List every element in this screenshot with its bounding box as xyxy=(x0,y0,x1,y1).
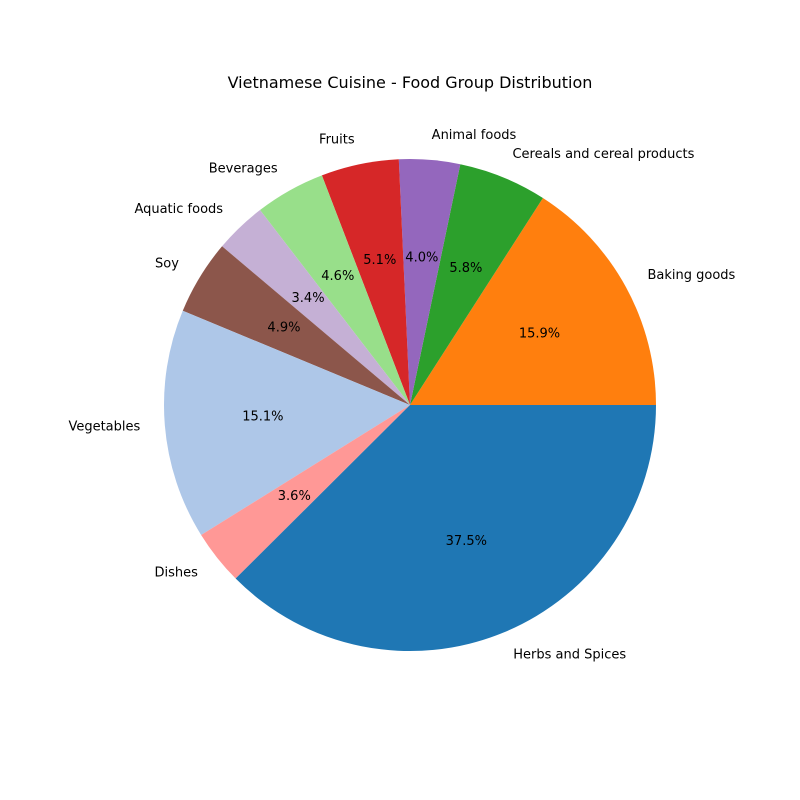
pie-slice-beverages xyxy=(260,175,410,405)
slice-label-soy: Soy xyxy=(155,257,179,272)
pct-label-beverages: 4.6% xyxy=(321,269,354,284)
slice-label-dishes: Dishes xyxy=(154,566,198,581)
slice-label-baking-goods: Baking goods xyxy=(647,268,735,283)
slice-label-vegetables: Vegetables xyxy=(68,420,140,435)
slice-labels: Baking goods 15.9% Cereals and cereal prod… xyxy=(68,128,735,663)
pie-slice-soy xyxy=(182,246,410,405)
pie-slice-herbs-and-spices xyxy=(235,405,656,652)
pct-label-cereals-and-cereal-products: 5.8% xyxy=(449,261,482,276)
slice-label-aquatic-foods: Aquatic foods xyxy=(134,202,223,217)
slice-label-herbs-and-spices: Herbs and Spices xyxy=(513,648,626,663)
slice-label-animal-foods: Animal foods xyxy=(432,128,517,143)
pct-label-dishes: 3.6% xyxy=(278,489,311,504)
pie-slice-fruits xyxy=(321,159,410,405)
pct-label-vegetables: 15.1% xyxy=(242,410,283,425)
slice-label-beverages: Beverages xyxy=(209,161,278,176)
pie-slice-baking-goods xyxy=(410,197,656,405)
chart-title: Vietnamese Cuisine - Food Group Distribu… xyxy=(228,73,593,92)
pct-label-baking-goods: 15.9% xyxy=(519,327,560,342)
slice-label-fruits: Fruits xyxy=(319,133,355,148)
pie-slice-cereals-and-cereal-products xyxy=(410,164,543,405)
pct-label-soy: 4.9% xyxy=(267,321,300,336)
pct-label-aquatic-foods: 3.4% xyxy=(292,291,325,306)
pct-label-herbs-and-spices: 37.5% xyxy=(446,534,487,549)
pct-label-animal-foods: 4.0% xyxy=(405,250,438,265)
pie-slice-aquatic-foods xyxy=(222,210,410,405)
pie-slice-vegetables xyxy=(163,310,410,535)
pie-slice-dishes xyxy=(201,405,410,579)
pie-slice-animal-foods xyxy=(398,159,461,405)
pct-label-fruits: 5.1% xyxy=(363,253,396,268)
pie-slices xyxy=(163,159,656,652)
slice-label-cereals-and-cereal-products: Cereals and cereal products xyxy=(512,147,694,162)
